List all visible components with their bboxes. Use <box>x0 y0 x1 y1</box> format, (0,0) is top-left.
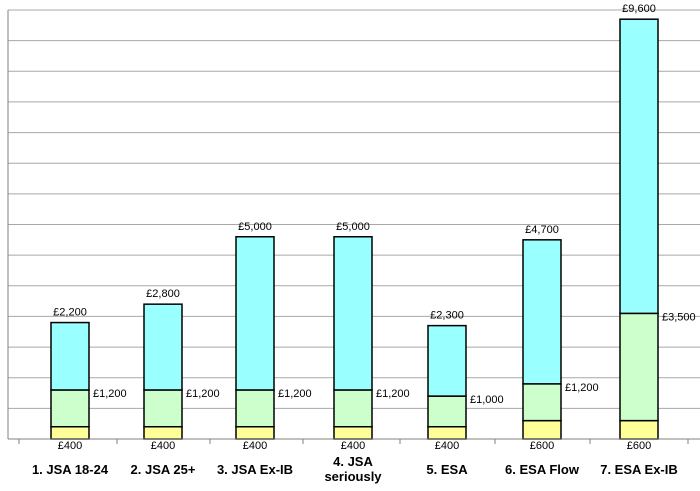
bar-segment <box>143 389 183 428</box>
data-label-bottom: £600 <box>530 440 554 452</box>
bar-segment <box>50 321 90 391</box>
category-label: 2. JSA 25+ <box>131 462 196 477</box>
bar-segment <box>333 389 373 428</box>
bar-segment <box>235 389 275 428</box>
bar-segment <box>427 425 467 440</box>
category-label: 5. ESA <box>426 462 468 477</box>
category-label: 6. ESA Flow <box>505 462 580 477</box>
bar-segment <box>50 425 90 440</box>
data-label-top: £2,800 <box>146 288 180 300</box>
bar-segment <box>143 425 183 440</box>
data-label-middle: £1,200 <box>376 388 410 400</box>
data-label-top: £4,700 <box>525 224 559 236</box>
bar-segment <box>619 419 659 440</box>
bar-segment <box>522 239 562 385</box>
data-label-bottom: £400 <box>58 440 82 452</box>
bar-segment <box>522 419 562 440</box>
data-label-middle: £1,200 <box>278 388 312 400</box>
bar-segment <box>427 395 467 428</box>
data-label-top: £2,200 <box>53 307 87 319</box>
bar-segment <box>333 236 373 391</box>
data-label-bottom: £400 <box>243 440 267 452</box>
data-label-middle: £1,200 <box>186 388 220 400</box>
bar-segment <box>143 303 183 391</box>
bar-segment <box>427 324 467 397</box>
bar-segment <box>619 18 659 315</box>
bar-segment <box>619 312 659 422</box>
bar-segment <box>235 236 275 391</box>
data-label-middle: £1,200 <box>93 388 127 400</box>
data-label-top: £5,000 <box>238 221 272 233</box>
bar-segment <box>333 425 373 440</box>
data-label-bottom: £400 <box>341 440 365 452</box>
data-label-middle: £1,200 <box>565 382 599 394</box>
bar-segment <box>235 425 275 440</box>
data-label-bottom: £600 <box>627 440 651 452</box>
bar-segment <box>522 383 562 422</box>
data-label-bottom: £400 <box>435 440 459 452</box>
bar-segment <box>50 389 90 428</box>
category-label: 7. ESA Ex-IB <box>600 462 678 477</box>
data-label-middle: £3,500 <box>662 311 696 323</box>
data-label-top: £9,600 <box>622 3 656 15</box>
data-label-middle: £1,000 <box>470 394 504 406</box>
category-label: 4. JSA seriously <box>324 454 382 484</box>
category-label: 1. JSA 18-24 <box>32 462 109 477</box>
category-label: 3. JSA Ex-IB <box>217 462 293 477</box>
data-label-bottom: £400 <box>151 440 175 452</box>
data-label-top: £2,300 <box>430 310 464 322</box>
data-label-top: £5,000 <box>336 221 370 233</box>
